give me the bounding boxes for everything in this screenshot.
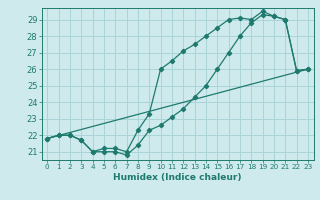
X-axis label: Humidex (Indice chaleur): Humidex (Indice chaleur) xyxy=(113,173,242,182)
